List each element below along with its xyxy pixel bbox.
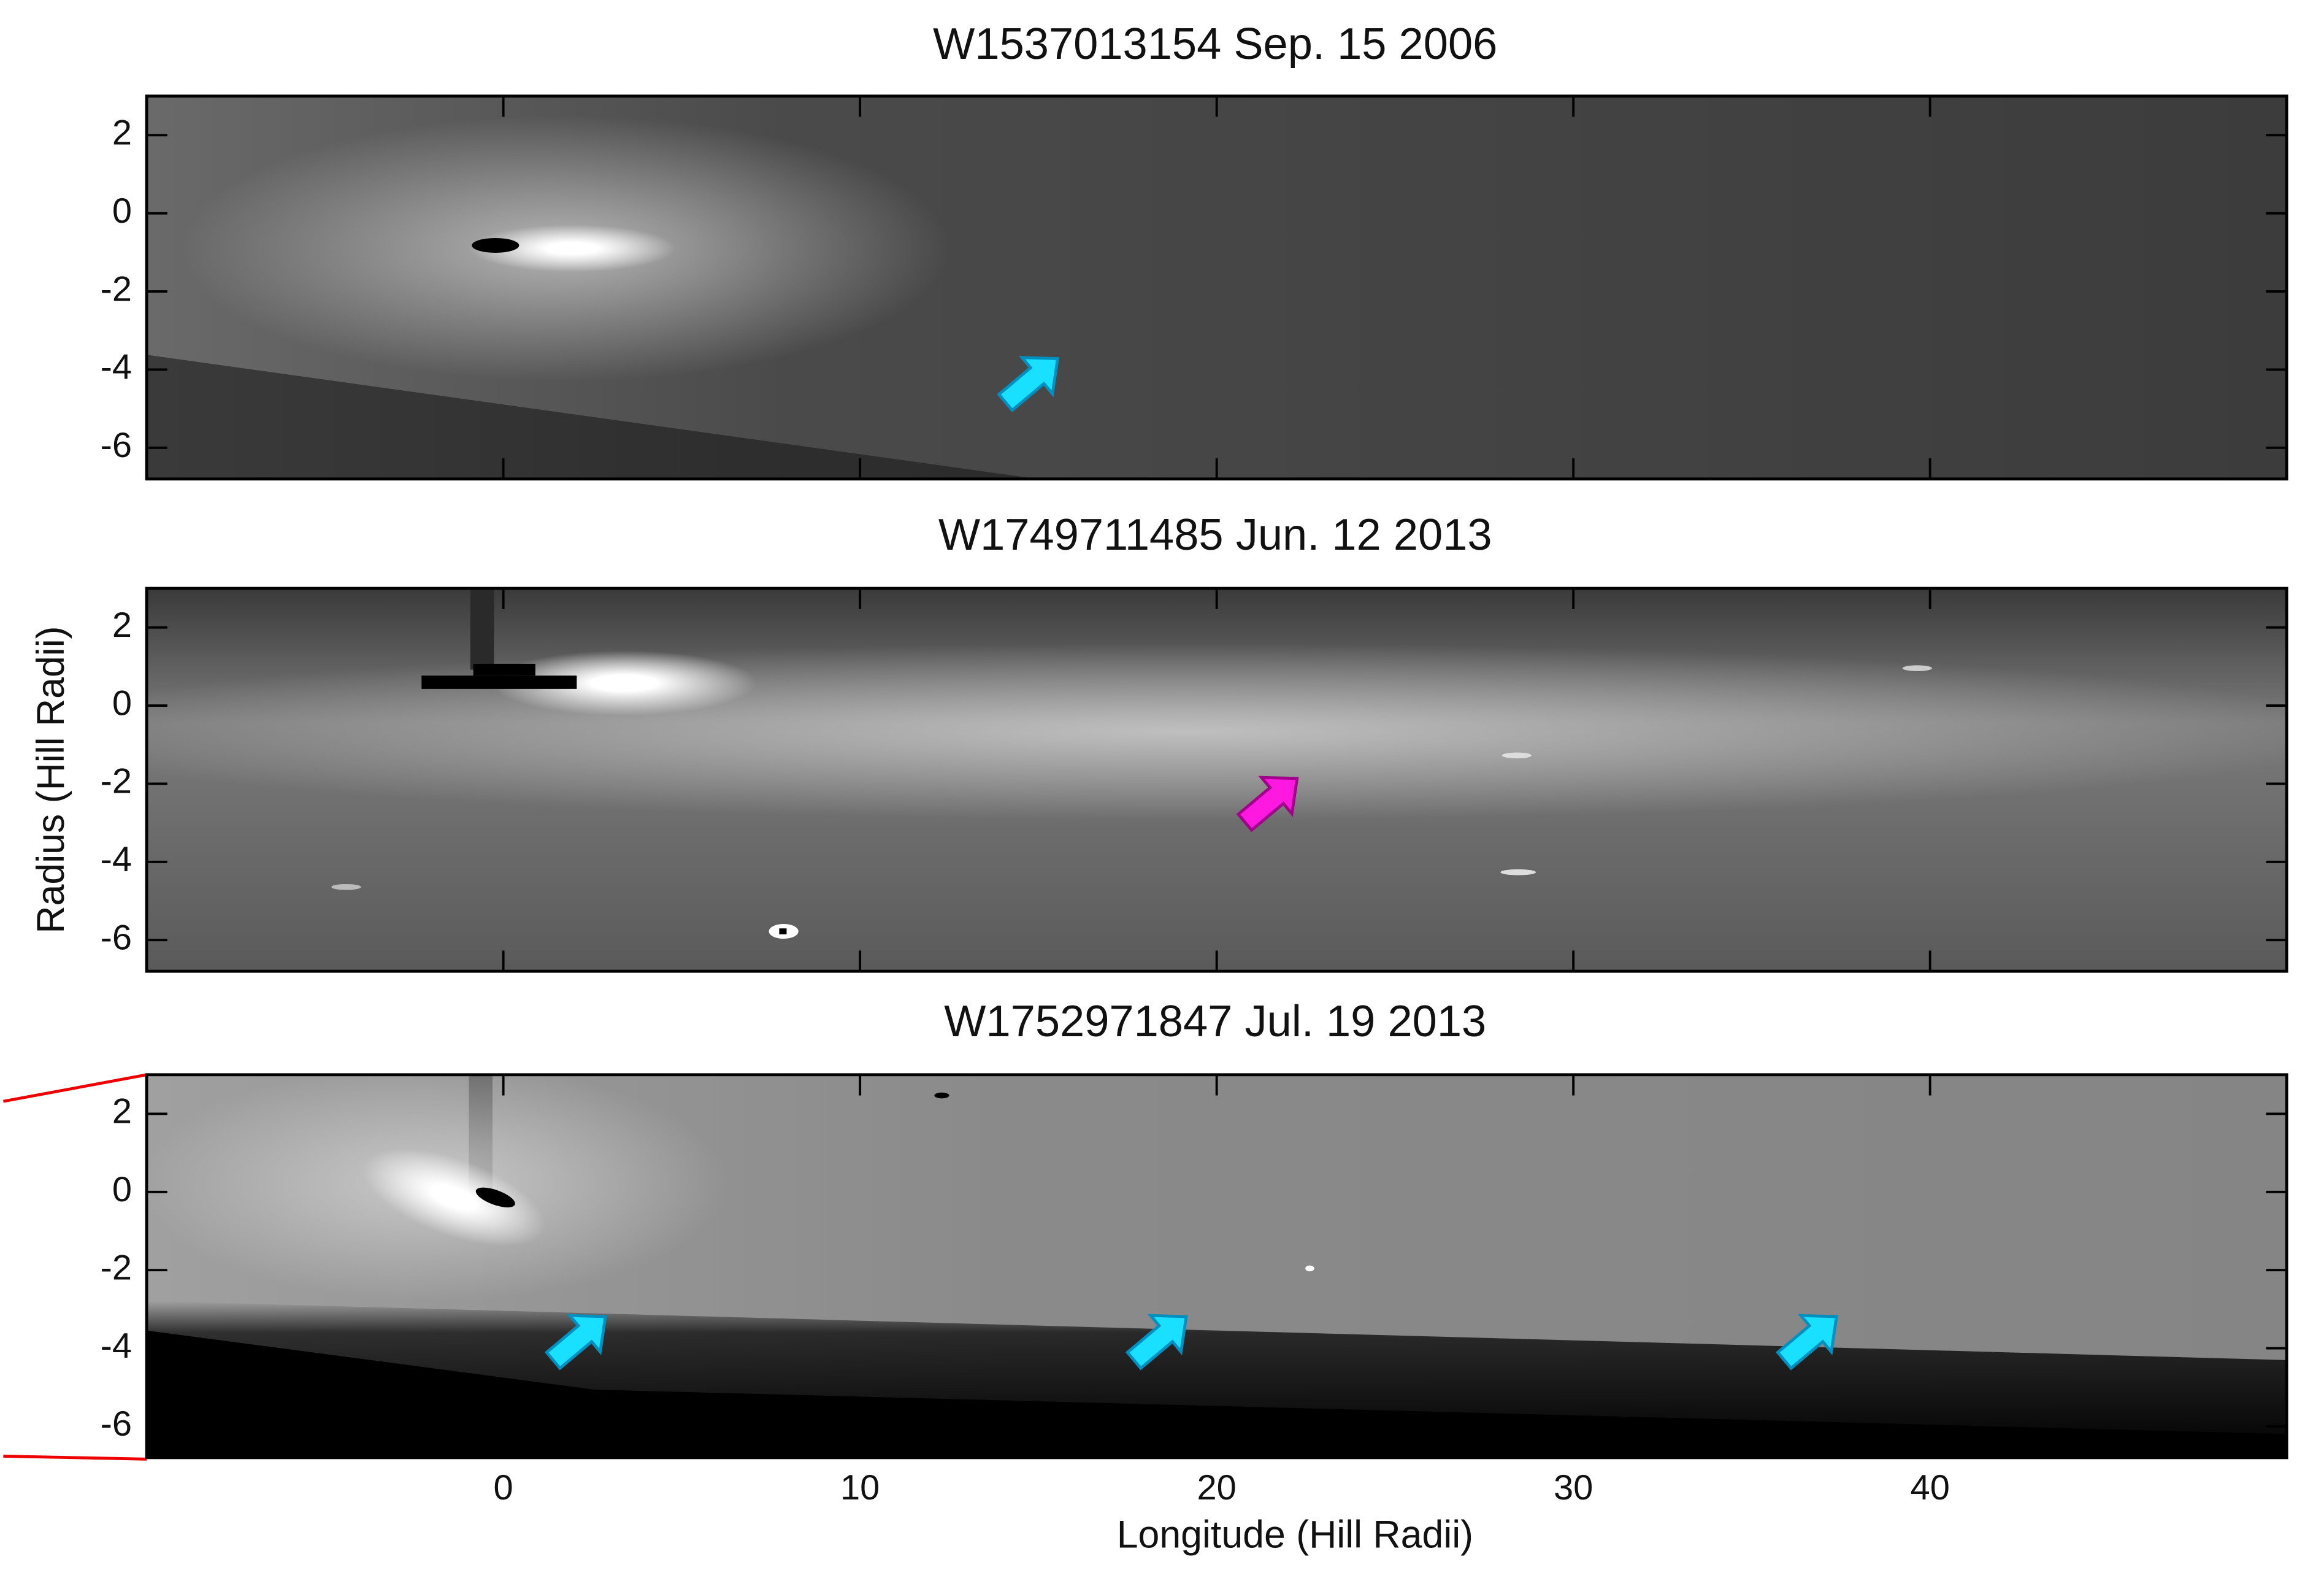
y-tick-label: -6 bbox=[101, 1404, 132, 1444]
x-tick-label: 10 bbox=[840, 1468, 880, 1507]
arrow bbox=[997, 356, 1060, 413]
y-tick-label: 2 bbox=[112, 606, 132, 645]
y-axis-label: Radius (Hill Radii) bbox=[29, 626, 72, 934]
y-tick-label: -2 bbox=[101, 762, 132, 801]
x-tick-label: 40 bbox=[1911, 1468, 1950, 1507]
arrows bbox=[544, 356, 1838, 1371]
y-tick-label: -4 bbox=[101, 1326, 132, 1366]
y-tick-label: -2 bbox=[101, 269, 132, 309]
panel-title: W1749711485 Jun. 12 2013 bbox=[938, 510, 1492, 560]
y-tick-label: -2 bbox=[101, 1248, 132, 1287]
y-tick-label: -6 bbox=[101, 918, 132, 957]
zoom-line bbox=[2, 1073, 147, 1103]
x-axis-label: Longitude (Hill Radii) bbox=[1117, 1514, 1473, 1557]
arrow bbox=[544, 1314, 607, 1371]
arrow bbox=[1125, 1314, 1188, 1371]
x-tick-label: 30 bbox=[1554, 1468, 1593, 1507]
image-panel bbox=[147, 1074, 2287, 1458]
x-tick-label: 0 bbox=[494, 1468, 513, 1507]
y-tick-label: -6 bbox=[101, 426, 132, 465]
y-tick-label: -4 bbox=[101, 840, 132, 879]
y-tick-label: 0 bbox=[112, 191, 132, 231]
image-panel bbox=[147, 588, 2287, 972]
zoom-line bbox=[3, 1455, 147, 1461]
panel-title: W1537013154 Sep. 15 2006 bbox=[933, 20, 1497, 69]
y-tick-label: 2 bbox=[112, 114, 132, 153]
arrow bbox=[1776, 1314, 1838, 1371]
x-tick-label: 20 bbox=[1197, 1468, 1236, 1507]
y-tick-label: 0 bbox=[112, 1170, 132, 1209]
y-tick-label: 0 bbox=[112, 683, 132, 723]
panel-title: W1752971847 Jul. 19 2013 bbox=[944, 997, 1486, 1046]
image-panel bbox=[147, 96, 2287, 479]
y-tick-label: -4 bbox=[101, 348, 132, 387]
y-tick-label: 2 bbox=[112, 1092, 132, 1131]
arrow bbox=[1236, 775, 1299, 833]
